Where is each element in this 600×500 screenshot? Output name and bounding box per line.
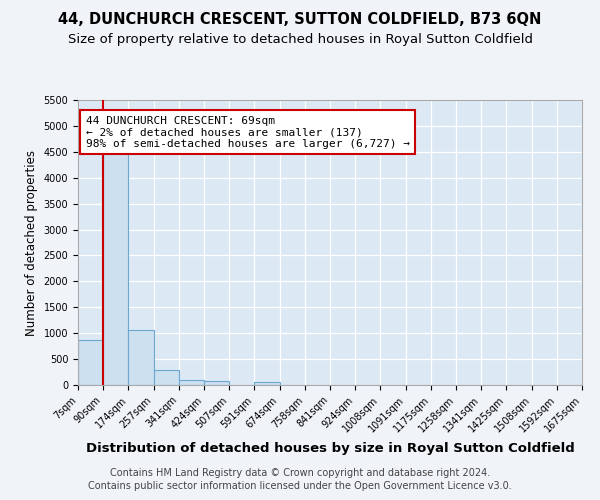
Bar	[103, 146, 128, 385]
X-axis label: Distribution of detached houses by size in Royal Sutton Coldfield: Distribution of detached houses by size …	[86, 442, 574, 456]
Bar	[128, 330, 154, 385]
Text: Contains public sector information licensed under the Open Government Licence v3: Contains public sector information licen…	[88, 481, 512, 491]
Bar	[254, 382, 280, 385]
Bar	[154, 370, 179, 385]
Text: Size of property relative to detached houses in Royal Sutton Coldfield: Size of property relative to detached ho…	[67, 32, 533, 46]
Y-axis label: Number of detached properties: Number of detached properties	[25, 150, 38, 336]
Text: 44, DUNCHURCH CRESCENT, SUTTON COLDFIELD, B73 6QN: 44, DUNCHURCH CRESCENT, SUTTON COLDFIELD…	[58, 12, 542, 28]
Bar	[204, 382, 229, 385]
Text: Contains HM Land Registry data © Crown copyright and database right 2024.: Contains HM Land Registry data © Crown c…	[110, 468, 490, 477]
Bar	[179, 380, 204, 385]
Bar	[78, 340, 103, 385]
Text: 44 DUNCHURCH CRESCENT: 69sqm
← 2% of detached houses are smaller (137)
98% of se: 44 DUNCHURCH CRESCENT: 69sqm ← 2% of det…	[86, 116, 410, 148]
